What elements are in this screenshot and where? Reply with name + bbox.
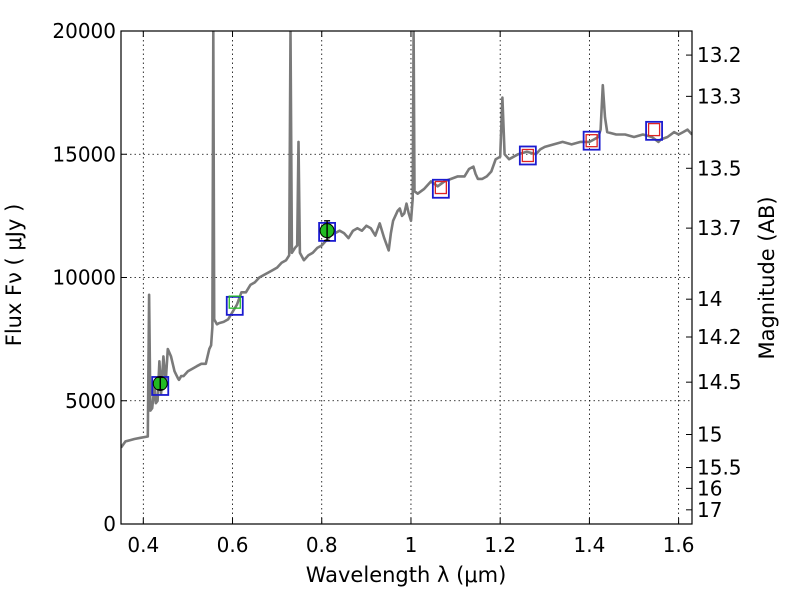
model-flux-box xyxy=(225,295,244,316)
model-flux-box xyxy=(431,178,450,199)
mag-tick-label: 15.5 xyxy=(697,456,742,480)
mag-tick-label: 14.5 xyxy=(697,370,742,394)
x-tick-label: 1.2 xyxy=(484,533,516,557)
mag-tick-label: 13.5 xyxy=(697,156,742,180)
spectrum-line xyxy=(121,31,692,449)
y-tick-label: 15000 xyxy=(52,142,116,166)
observed-flux-marker xyxy=(228,295,241,309)
x-tick-label: 1 xyxy=(405,533,418,557)
mag-tick-label: 13.3 xyxy=(697,84,742,108)
observed-flux-marker xyxy=(585,134,598,148)
y2-axis-label: Magnitude (AB) xyxy=(755,196,779,359)
x-tick-label: 1.6 xyxy=(663,533,695,557)
y-tick-label: 20000 xyxy=(52,19,116,43)
model-flux-box xyxy=(582,130,601,151)
y-tick-label: 10000 xyxy=(52,266,116,290)
observed-flux-marker xyxy=(434,180,447,195)
y-tick-label: 0 xyxy=(103,512,116,536)
series-layer xyxy=(121,31,692,449)
x-axis-label: Wavelength λ (μm) xyxy=(306,563,507,587)
mag-tick-label: 13.2 xyxy=(697,43,742,67)
x-tick-label: 0.4 xyxy=(127,533,159,557)
model-flux-box xyxy=(645,120,663,141)
x-tick-label: 0.6 xyxy=(217,533,249,557)
observed-flux-marker xyxy=(521,148,534,163)
mag-tick-label: 14.2 xyxy=(697,325,742,349)
y-axis-label: Flux Fν ( μJy ) xyxy=(2,204,26,347)
mag-tick-label: 17 xyxy=(697,498,722,522)
mag-tick-label: 13.7 xyxy=(697,216,742,240)
mag-tick-label: 14 xyxy=(697,287,722,311)
tick-layer xyxy=(121,30,692,525)
photometry-layer xyxy=(151,120,663,396)
label-layer: 0.4 0.6 0.8 1 1.2 1.4 1.6 0 5000 10000 15000 20000 1… xyxy=(52,19,741,557)
x-tick-label: 1.4 xyxy=(573,533,605,557)
y-tick-label: 5000 xyxy=(65,389,116,413)
mag-tick-label: 16 xyxy=(697,476,722,500)
model-flux-box xyxy=(518,145,537,166)
x-tick-label: 0.8 xyxy=(306,533,338,557)
mag-tick-label: 15 xyxy=(697,422,722,446)
observed-flux-marker xyxy=(647,122,661,137)
grid xyxy=(121,30,692,525)
